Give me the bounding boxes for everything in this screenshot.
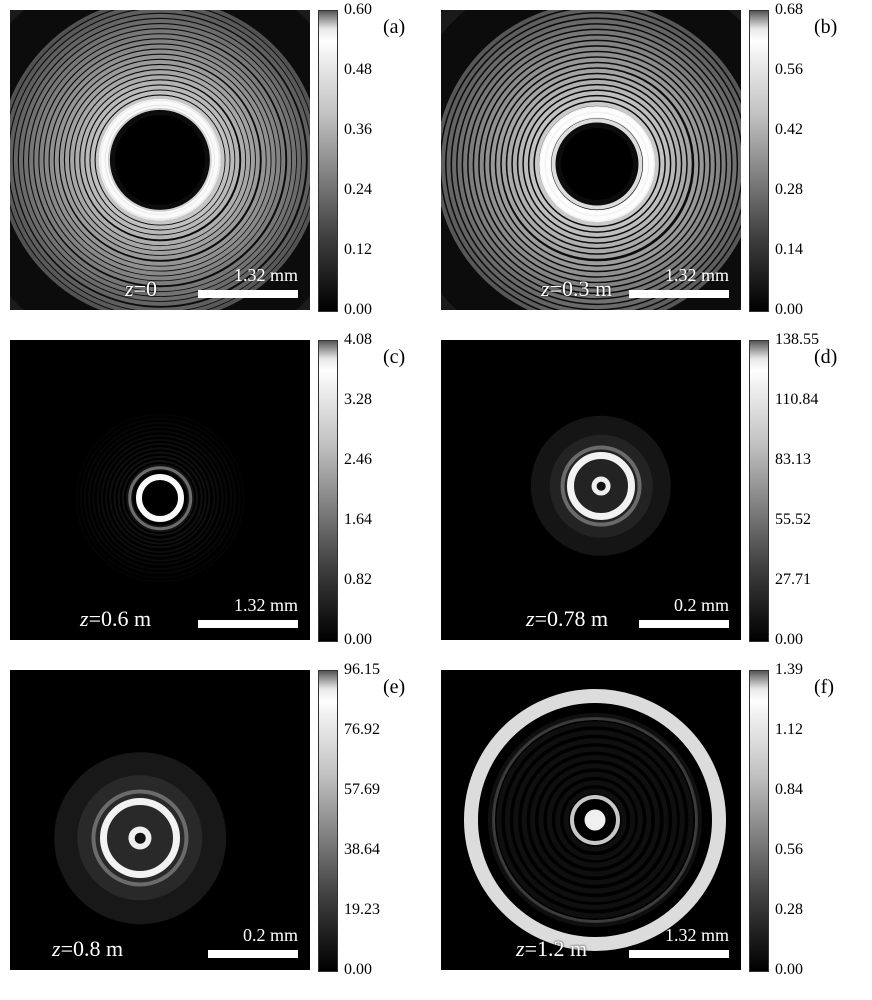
colorbar-tick: 57.69 <box>344 781 380 799</box>
colorbar-tick: 0.00 <box>775 961 803 979</box>
colorbar-gradient <box>749 340 769 642</box>
z-distance-label: z=1.2 m <box>516 936 587 962</box>
intensity-image: z=0.8 m 0.2 mm <box>10 670 310 970</box>
disc <box>151 489 169 507</box>
colorbar: 0.680.560.420.280.140.00 <box>749 10 829 310</box>
colorbar-tick: 0.14 <box>775 241 803 259</box>
scale-bar <box>198 290 298 298</box>
scale-bar <box>639 620 729 628</box>
panel-letter: (d) <box>814 346 837 369</box>
panel-d: z=0.78 m0.2 mm138.55110.8483.1355.5227.7… <box>441 340 862 640</box>
panel-f: z=1.2 m1.32 mm1.391.120.840.560.280.00(f… <box>441 670 862 970</box>
scale-bar-label: 1.32 mm <box>665 265 729 286</box>
scale-bar <box>198 620 298 628</box>
scale-bar-label: 0.2 mm <box>674 595 729 616</box>
colorbar-ticks: 96.1576.9257.6938.6419.230.00 <box>338 670 398 970</box>
scale-bar <box>629 950 729 958</box>
colorbar-gradient <box>749 10 769 312</box>
panel-letter: (f) <box>814 676 834 699</box>
disc <box>585 810 606 831</box>
colorbar-tick: 0.24 <box>344 181 372 199</box>
ring-pattern <box>451 340 741 636</box>
colorbar-tick: 38.64 <box>344 841 380 859</box>
colorbar-tick: 83.13 <box>775 451 811 469</box>
colorbar-tick: 0.84 <box>775 781 803 799</box>
colorbar: 1.391.120.840.560.280.00 <box>749 670 829 970</box>
colorbar-tick: 0.00 <box>344 961 372 979</box>
panel-letter: (b) <box>814 16 837 39</box>
colorbar-tick: 0.00 <box>775 301 803 319</box>
colorbar: 0.600.480.360.240.120.00 <box>318 10 398 310</box>
colorbar-tick: 0.68 <box>775 1 803 19</box>
colorbar-tick: 1.39 <box>775 661 803 679</box>
panel-c: z=0.6 m1.32 mm4.083.282.461.640.820.00(c… <box>10 340 431 640</box>
z-distance-label: z=0.3 m <box>541 276 612 302</box>
colorbar-tick: 0.00 <box>344 301 372 319</box>
colorbar-tick: 4.08 <box>344 331 372 349</box>
colorbar-tick: 0.28 <box>775 901 803 919</box>
colorbar-ticks: 0.600.480.360.240.120.00 <box>338 10 398 310</box>
colorbar-tick: 0.28 <box>775 181 803 199</box>
panel-letter: (e) <box>383 676 405 699</box>
intensity-image: z=1.2 m 1.32 mm <box>441 670 741 970</box>
colorbar-tick: 0.60 <box>344 1 372 19</box>
panel-e: z=0.8 m0.2 mm96.1576.9257.6938.6419.230.… <box>10 670 431 970</box>
panel-a: z=01.32 mm0.600.480.360.240.120.00(a) <box>10 10 431 310</box>
colorbar-tick: 96.15 <box>344 661 380 679</box>
colorbar-tick: 0.36 <box>344 121 372 139</box>
disc <box>115 115 205 205</box>
scale-bar-label: 1.32 mm <box>234 595 298 616</box>
colorbar: 96.1576.9257.6938.6419.230.00 <box>318 670 398 970</box>
colorbar-ticks: 0.680.560.420.280.140.00 <box>769 10 829 310</box>
colorbar-tick: 0.56 <box>775 61 803 79</box>
panel-letter: (c) <box>383 346 405 369</box>
z-distance-label: z=0.6 m <box>80 606 151 632</box>
colorbar-tick: 138.55 <box>775 331 819 349</box>
colorbar-tick: 55.52 <box>775 511 811 529</box>
scale-bar-label: 0.2 mm <box>243 925 298 946</box>
colorbar-tick: 0.42 <box>775 121 803 139</box>
colorbar-tick: 0.00 <box>775 631 803 649</box>
disc <box>561 128 633 200</box>
z-distance-label: z=0 <box>125 276 157 302</box>
panel-b: z=0.3 m1.32 mm0.680.560.420.280.140.00(b… <box>441 10 862 310</box>
colorbar-tick: 19.23 <box>344 901 380 919</box>
colorbar-tick: 0.56 <box>775 841 803 859</box>
colorbar-tick: 76.92 <box>344 721 380 739</box>
colorbar-tick: 0.48 <box>344 61 372 79</box>
z-distance-label: z=0.8 m <box>52 936 123 962</box>
colorbar-tick: 0.12 <box>344 241 372 259</box>
colorbar-tick: 1.12 <box>775 721 803 739</box>
colorbar: 138.55110.8483.1355.5227.710.00 <box>749 340 829 640</box>
colorbar-ticks: 1.391.120.840.560.280.00 <box>769 670 829 970</box>
colorbar-tick: 3.28 <box>344 391 372 409</box>
intensity-image: z=0.78 m 0.2 mm <box>441 340 741 640</box>
colorbar-tick: 0.00 <box>344 631 372 649</box>
colorbar-tick: 1.64 <box>344 511 372 529</box>
colorbar-gradient <box>318 10 338 312</box>
colorbar-gradient <box>318 670 338 972</box>
colorbar-tick: 0.82 <box>344 571 372 589</box>
colorbar-gradient <box>318 340 338 642</box>
intensity-image: z=0.6 m 1.32 mm <box>10 340 310 640</box>
colorbar-ticks: 138.55110.8483.1355.5227.710.00 <box>769 340 829 640</box>
colorbar-tick: 2.46 <box>344 451 372 469</box>
intensity-image: z=0.3 m 1.32 mm <box>441 10 741 310</box>
panel-letter: (a) <box>383 16 405 39</box>
scale-bar-label: 1.32 mm <box>234 265 298 286</box>
colorbar-gradient <box>749 670 769 972</box>
disc <box>597 482 606 491</box>
colorbar: 4.083.282.461.640.820.00 <box>318 340 398 640</box>
disc <box>135 833 146 844</box>
colorbar-tick: 110.84 <box>775 391 818 409</box>
z-distance-label: z=0.78 m <box>526 606 608 632</box>
scale-bar <box>208 950 298 958</box>
colorbar-ticks: 4.083.282.461.640.820.00 <box>338 340 398 640</box>
scale-bar-label: 1.32 mm <box>665 925 729 946</box>
figure-grid: z=01.32 mm0.600.480.360.240.120.00(a)z=0… <box>10 10 862 970</box>
intensity-image: z=0 1.32 mm <box>10 10 310 310</box>
colorbar-tick: 27.71 <box>775 571 811 589</box>
scale-bar <box>629 290 729 298</box>
